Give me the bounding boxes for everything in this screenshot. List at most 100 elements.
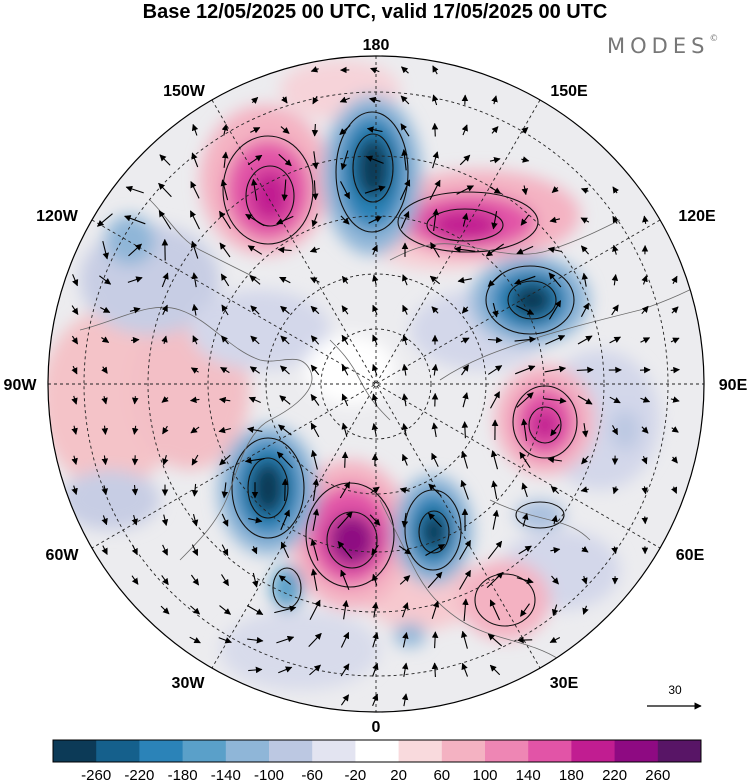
colorbar-tick-label: -140	[211, 767, 241, 783]
wind-vector	[580, 217, 590, 224]
latitude-circle	[147, 155, 605, 613]
wind-vector	[132, 425, 139, 435]
wind-vector	[428, 512, 442, 528]
wind-vector	[431, 662, 439, 678]
wind-vector	[547, 456, 562, 464]
wind-vector	[191, 152, 199, 168]
neutral-zone	[305, 335, 395, 405]
wind-vector	[102, 240, 109, 260]
lon-label-30e: 30E	[550, 675, 579, 692]
wind-vector	[220, 273, 230, 287]
wind-vector	[101, 455, 109, 466]
wind-vector	[549, 636, 561, 643]
wind-vector	[309, 664, 321, 676]
wind-vector	[131, 396, 139, 405]
wind-vector	[516, 305, 535, 315]
wind-vector	[161, 514, 169, 527]
wind-vector	[550, 485, 560, 494]
wind-vector	[131, 485, 139, 496]
lon-label-120e: 120E	[678, 208, 716, 225]
wind-vector	[221, 335, 229, 345]
wind-vector	[371, 393, 379, 407]
wind-vector	[640, 337, 651, 344]
wind-vector	[487, 540, 503, 560]
wind-vector	[516, 245, 534, 255]
wind-vector	[161, 575, 169, 586]
wind-vector	[341, 364, 349, 376]
wind-vector	[310, 305, 320, 315]
contour-line	[245, 165, 295, 227]
wind-vector	[252, 572, 259, 588]
meridian-line	[91, 219, 661, 549]
colorbar-swatch	[398, 740, 443, 762]
wind-vector	[342, 600, 349, 620]
wind-vector	[310, 422, 320, 438]
wind-vector	[99, 275, 112, 285]
contour-line	[222, 135, 314, 245]
wind-vector	[402, 631, 409, 648]
wind-vector	[191, 272, 199, 288]
wind-vector	[431, 306, 439, 314]
wind-vector	[340, 694, 350, 706]
wind-vector	[520, 603, 530, 617]
wind-vector	[339, 481, 351, 499]
anomaly-negative	[515, 500, 565, 530]
wind-vector	[162, 455, 169, 466]
wind-vector	[131, 336, 140, 344]
wind-vector	[191, 544, 199, 556]
wind-vector	[248, 666, 263, 674]
contour-line	[272, 567, 302, 609]
wind-vector	[71, 395, 78, 405]
colorbar-swatch	[312, 740, 356, 762]
wind-vector	[341, 393, 349, 407]
wind-vector	[461, 306, 469, 314]
wind-vector	[428, 483, 442, 497]
wind-vector	[549, 216, 561, 223]
wind-vector	[398, 545, 412, 555]
wind-vector	[221, 574, 229, 587]
wind-vector	[278, 666, 293, 674]
wind-vector	[612, 186, 619, 194]
wind-vector	[340, 150, 349, 171]
wind-vector	[551, 186, 559, 193]
wind-vector	[250, 127, 261, 134]
wind-vector	[612, 215, 619, 224]
wind-vector	[248, 396, 261, 404]
wind-vector	[219, 242, 231, 258]
wind-vector	[101, 395, 108, 405]
wind-vector	[431, 122, 439, 137]
wind-vector	[400, 95, 410, 105]
colorbar-tick-label: -220	[124, 767, 154, 783]
wind-vector	[609, 336, 621, 344]
colorbar-tick-label: 100	[472, 767, 497, 783]
wind-vector	[337, 511, 353, 529]
wind-vector	[339, 96, 350, 103]
wind-vector	[372, 334, 379, 346]
anomaly-negative	[355, 136, 391, 200]
wind-vector	[612, 486, 619, 495]
north-america-coast	[79, 306, 313, 561]
wind-vector	[310, 364, 320, 376]
wind-vector	[310, 277, 320, 284]
wind-vector	[278, 575, 292, 585]
colorbar-tick-label: 220	[602, 767, 627, 783]
brand-name: MODES	[607, 34, 710, 58]
wind-vector	[276, 215, 294, 225]
wind-vector	[459, 569, 471, 590]
wind-vector	[461, 450, 469, 469]
wind-vector	[372, 274, 379, 285]
wind-vector	[311, 180, 319, 201]
wind-vector	[492, 509, 499, 530]
wind-vector	[161, 544, 168, 556]
wind-vector	[219, 396, 231, 404]
wind-vector	[276, 635, 295, 644]
wind-vector	[402, 334, 409, 346]
wind-vector	[611, 425, 618, 436]
wind-vector	[125, 185, 144, 194]
contour-line	[474, 573, 536, 627]
wind-vector	[491, 480, 498, 500]
wind-vector	[430, 242, 440, 258]
alaska-coast	[149, 199, 261, 281]
wind-vector	[191, 454, 199, 466]
wind-vector	[101, 366, 108, 374]
